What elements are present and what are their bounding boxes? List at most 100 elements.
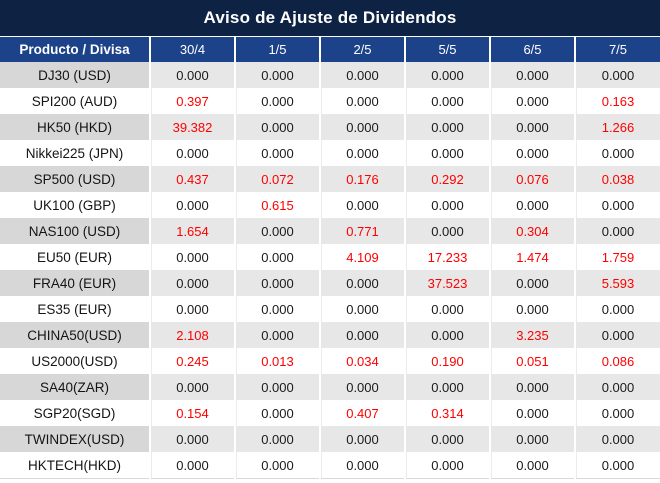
value-cell: 0.000 [574, 400, 660, 426]
table-row: SPI200 (AUD) 0.397 0.000 0.000 0.000 0.000 0.1… [0, 88, 660, 114]
column-header-date: 30/4 [149, 37, 235, 62]
value-cell: 0.000 [574, 452, 660, 479]
value-cell: 0.154 [149, 400, 235, 426]
value-cell: 0.000 [149, 270, 235, 296]
value-cell: 0.000 [319, 88, 405, 114]
table-row: SGP20(SGD) 0.154 0.000 0.407 0.314 0.000 0.000 [0, 400, 660, 426]
page-title: Aviso de Ajuste de Dividendos [0, 0, 660, 37]
value-cell: 0.000 [149, 296, 235, 322]
value-cell: 0.000 [404, 218, 490, 244]
value-cell: 0.000 [404, 114, 490, 140]
product-cell: US2000(USD) [0, 348, 150, 374]
value-cell: 0.000 [574, 296, 660, 322]
value-cell: 3.235 [489, 322, 575, 348]
column-header-product-divisa: Producto / Divisa [0, 37, 150, 62]
value-cell: 0.000 [149, 374, 235, 400]
value-cell: 0.000 [489, 140, 575, 166]
value-cell: 0.000 [404, 62, 490, 88]
value-cell: 0.034 [319, 348, 405, 374]
value-cell: 0.000 [234, 244, 320, 270]
value-cell: 0.000 [234, 140, 320, 166]
value-cell: 0.000 [404, 374, 490, 400]
value-cell: 0.000 [489, 374, 575, 400]
value-cell: 0.000 [234, 296, 320, 322]
table-body: DJ30 (USD) 0.000 0.000 0.000 0.000 0.000 0.000… [0, 62, 660, 479]
value-cell: 0.000 [489, 452, 575, 479]
value-cell: 37.523 [404, 270, 490, 296]
table-row: TWINDEX(USD) 0.000 0.000 0.000 0.000 0.000 0.0… [0, 426, 660, 452]
value-cell: 0.000 [404, 452, 490, 479]
value-cell: 5.593 [574, 270, 660, 296]
table-row: FRA40 (EUR) 0.000 0.000 0.000 37.523 0.000 5.5… [0, 270, 660, 296]
value-cell: 0.000 [234, 374, 320, 400]
value-cell: 0.163 [574, 88, 660, 114]
value-cell: 1.266 [574, 114, 660, 140]
product-cell: HKTECH(HKD) [0, 452, 150, 479]
value-cell: 0.000 [574, 140, 660, 166]
product-cell: EU50 (EUR) [0, 244, 150, 270]
table-row: US2000(USD) 0.245 0.013 0.034 0.190 0.051 0.08… [0, 348, 660, 374]
table-row: ES35 (EUR) 0.000 0.000 0.000 0.000 0.000 0.000 [0, 296, 660, 322]
value-cell: 0.292 [404, 166, 490, 192]
table-row: HKTECH(HKD) 0.000 0.000 0.000 0.000 0.000 0.00… [0, 452, 660, 479]
value-cell: 0.000 [574, 426, 660, 452]
value-cell: 0.000 [319, 426, 405, 452]
value-cell: 0.000 [404, 88, 490, 114]
table-row: Nikkei225 (JPN) 0.000 0.000 0.000 0.000 0.000… [0, 140, 660, 166]
value-cell: 0.000 [574, 218, 660, 244]
value-cell: 0.072 [234, 166, 320, 192]
value-cell: 39.382 [149, 114, 235, 140]
value-cell: 0.000 [234, 322, 320, 348]
value-cell: 0.000 [234, 270, 320, 296]
value-cell: 0.771 [319, 218, 405, 244]
value-cell: 0.000 [319, 114, 405, 140]
value-cell: 0.000 [234, 452, 320, 479]
product-cell: DJ30 (USD) [0, 62, 150, 88]
product-cell: UK100 (GBP) [0, 192, 150, 218]
value-cell: 0.000 [319, 192, 405, 218]
value-cell: 0.000 [149, 62, 235, 88]
column-header-date: 6/5 [489, 37, 575, 62]
value-cell: 0.000 [234, 114, 320, 140]
value-cell: 0.314 [404, 400, 490, 426]
value-cell: 0.000 [319, 374, 405, 400]
value-cell: 0.000 [234, 218, 320, 244]
value-cell: 0.000 [149, 140, 235, 166]
table-row: DJ30 (USD) 0.000 0.000 0.000 0.000 0.000 0.000 [0, 62, 660, 88]
value-cell: 1.474 [489, 244, 575, 270]
value-cell: 0.437 [149, 166, 235, 192]
value-cell: 0.176 [319, 166, 405, 192]
value-cell: 0.000 [574, 62, 660, 88]
column-header-date: 7/5 [574, 37, 660, 62]
value-cell: 1.654 [149, 218, 235, 244]
table-row: CHINA50(USD) 2.108 0.000 0.000 0.000 3.235 0.0… [0, 322, 660, 348]
value-cell: 0.000 [489, 296, 575, 322]
table-row: UK100 (GBP) 0.000 0.615 0.000 0.000 0.000 0.00… [0, 192, 660, 218]
value-cell: 0.000 [489, 88, 575, 114]
value-cell: 0.013 [234, 348, 320, 374]
value-cell: 0.000 [149, 452, 235, 479]
value-cell: 0.615 [234, 192, 320, 218]
value-cell: 0.397 [149, 88, 235, 114]
value-cell: 2.108 [149, 322, 235, 348]
product-cell: FRA40 (EUR) [0, 270, 150, 296]
value-cell: 0.000 [319, 452, 405, 479]
value-cell: 0.304 [489, 218, 575, 244]
value-cell: 0.000 [149, 192, 235, 218]
value-cell: 0.000 [404, 426, 490, 452]
value-cell: 1.759 [574, 244, 660, 270]
table-row: EU50 (EUR) 0.000 0.000 4.109 17.233 1.474 1.75… [0, 244, 660, 270]
value-cell: 0.000 [404, 296, 490, 322]
value-cell: 0.000 [234, 62, 320, 88]
product-cell: SPI200 (AUD) [0, 88, 150, 114]
value-cell: 0.407 [319, 400, 405, 426]
value-cell: 0.000 [574, 374, 660, 400]
value-cell: 0.000 [234, 400, 320, 426]
product-cell: TWINDEX(USD) [0, 426, 150, 452]
value-cell: 0.000 [404, 140, 490, 166]
product-cell: CHINA50(USD) [0, 322, 150, 348]
value-cell: 0.000 [319, 296, 405, 322]
value-cell: 0.000 [404, 322, 490, 348]
value-cell: 0.000 [319, 322, 405, 348]
